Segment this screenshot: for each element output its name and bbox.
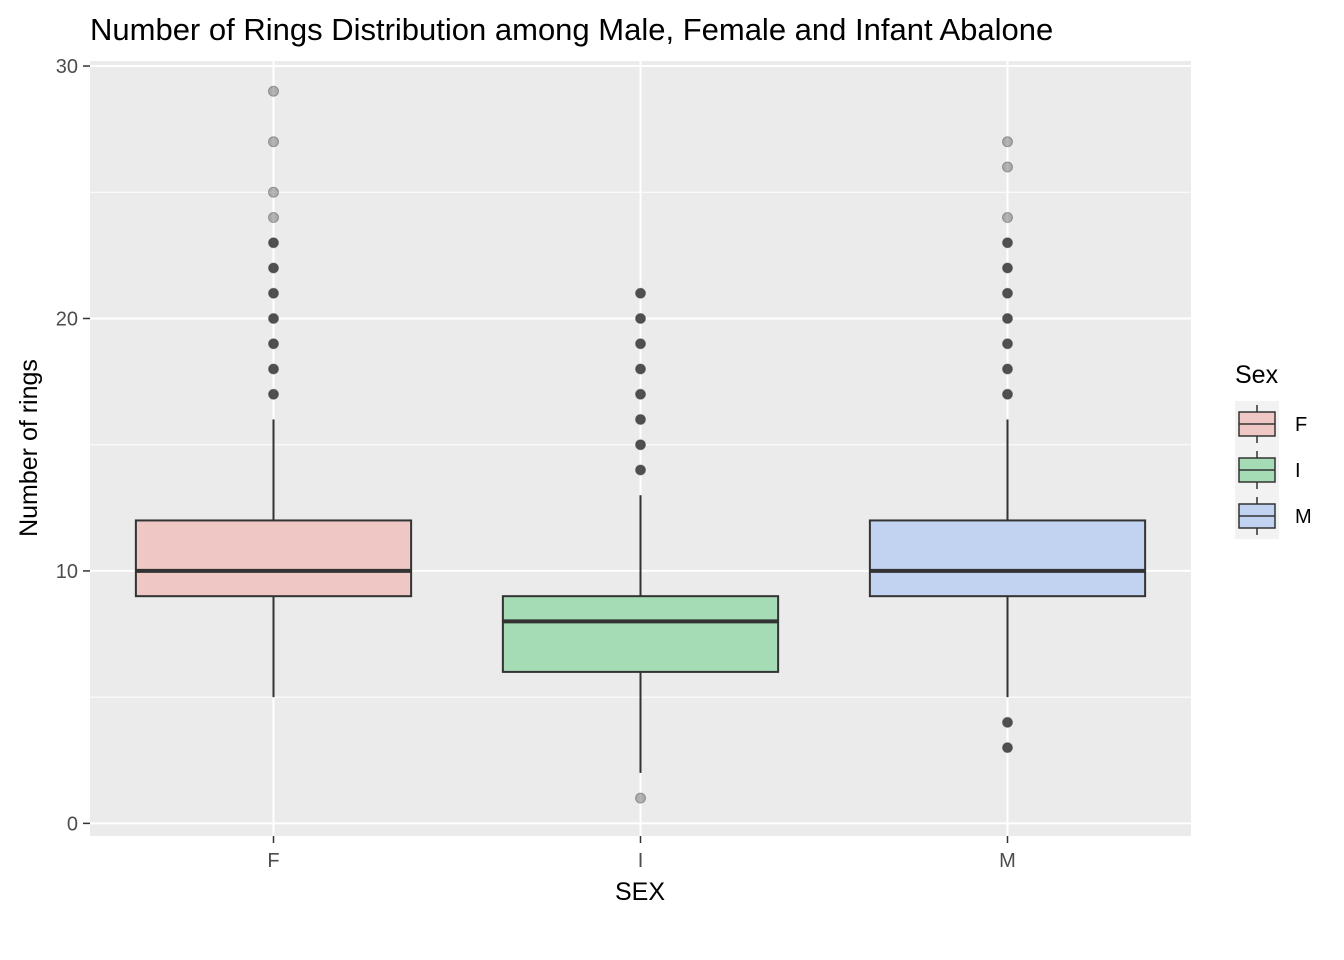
outlier-point <box>1002 161 1013 173</box>
legend-key-F <box>1238 405 1276 443</box>
outlier-point <box>268 363 279 375</box>
outlier-point <box>1002 312 1013 324</box>
outlier-point <box>268 186 279 198</box>
outlier-point <box>635 388 646 400</box>
box-I <box>501 287 780 804</box>
outlier-point <box>635 338 646 350</box>
x-tick-label: M <box>999 850 1016 872</box>
legend-label: M <box>1295 506 1312 528</box>
outlier-point <box>1002 742 1013 754</box>
outlier-point <box>268 85 279 97</box>
x-axis-title: SEX <box>615 878 665 906</box>
x-tick-label: F <box>267 850 279 872</box>
y-tick-label: 10 <box>56 561 78 583</box>
outlier-point <box>268 262 279 274</box>
y-tick-label: 30 <box>56 56 78 78</box>
outlier-point <box>1002 716 1013 728</box>
outlier-point <box>268 338 279 350</box>
legend-key-I <box>1238 451 1276 489</box>
outlier-point <box>1002 262 1013 274</box>
outlier-point <box>635 464 646 476</box>
axes: 0 10 20 30 F I M <box>56 56 1016 872</box>
legend-label: I <box>1295 460 1301 482</box>
boxes <box>134 85 1147 804</box>
outlier-point <box>635 287 646 299</box>
outlier-point <box>1002 338 1013 350</box>
box-iqr <box>501 595 780 673</box>
legend: Sex F I M <box>1235 361 1312 539</box>
outlier-point <box>268 212 279 224</box>
chart-title: Number of Rings Distribution among Male,… <box>90 12 1053 47</box>
outlier-point <box>1002 237 1013 249</box>
outlier-point <box>635 439 646 451</box>
outlier-point <box>1002 136 1013 148</box>
box-iqr <box>134 519 413 598</box>
box-iqr <box>868 519 1147 598</box>
outlier-point <box>1002 287 1013 299</box>
y-axis-title: Number of rings <box>15 359 43 537</box>
outlier-point <box>268 388 279 400</box>
outlier-point <box>268 287 279 299</box>
outlier-point <box>635 363 646 375</box>
outlier-point <box>1002 363 1013 375</box>
legend-label: F <box>1295 414 1307 436</box>
x-tick-label: I <box>638 850 644 872</box>
outlier-point <box>635 312 646 324</box>
y-tick-label: 20 <box>56 308 78 330</box>
outlier-point <box>268 312 279 324</box>
outlier-point <box>268 136 279 148</box>
box-F <box>134 85 413 698</box>
legend-key-M <box>1238 497 1276 535</box>
outlier-point <box>635 413 646 425</box>
y-tick-label: 0 <box>67 813 78 835</box>
box-M <box>868 136 1147 754</box>
outlier-point <box>1002 212 1013 224</box>
outlier-point <box>1002 388 1013 400</box>
outlier-point <box>268 237 279 249</box>
legend-title: Sex <box>1235 361 1279 389</box>
outlier-point <box>635 792 646 804</box>
